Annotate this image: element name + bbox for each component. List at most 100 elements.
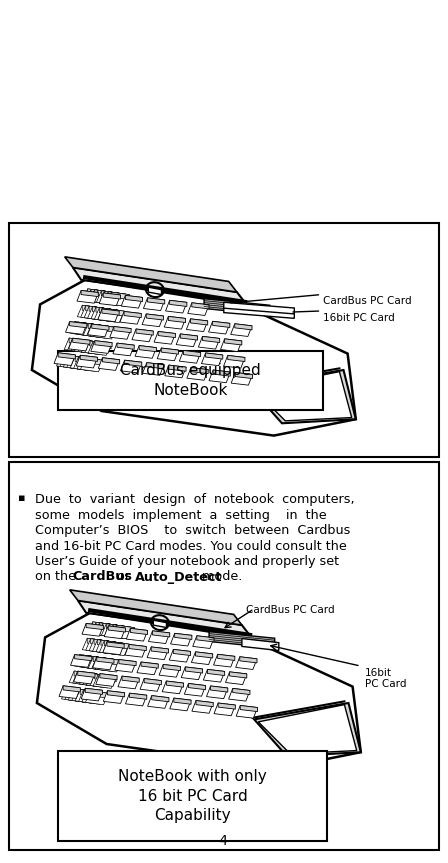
- Polygon shape: [103, 642, 124, 655]
- Polygon shape: [168, 317, 185, 323]
- Polygon shape: [89, 639, 112, 653]
- Polygon shape: [82, 357, 100, 365]
- Polygon shape: [108, 690, 125, 696]
- Polygon shape: [91, 341, 112, 353]
- Polygon shape: [72, 689, 95, 702]
- Polygon shape: [78, 671, 95, 679]
- Polygon shape: [81, 688, 103, 701]
- Polygon shape: [192, 701, 213, 713]
- Polygon shape: [103, 658, 121, 665]
- Text: CardBus equipped
NoteBook: CardBus equipped NoteBook: [120, 363, 261, 398]
- Polygon shape: [242, 639, 279, 651]
- Polygon shape: [86, 639, 109, 652]
- Polygon shape: [83, 673, 106, 687]
- Polygon shape: [93, 342, 111, 349]
- Polygon shape: [143, 298, 165, 311]
- Polygon shape: [95, 341, 112, 347]
- Polygon shape: [231, 373, 253, 385]
- Polygon shape: [81, 306, 103, 319]
- Polygon shape: [104, 640, 122, 648]
- Polygon shape: [158, 331, 176, 337]
- Polygon shape: [78, 671, 95, 677]
- Polygon shape: [69, 338, 90, 351]
- Polygon shape: [235, 324, 252, 330]
- Polygon shape: [171, 633, 192, 646]
- Polygon shape: [72, 356, 90, 363]
- Polygon shape: [73, 338, 90, 344]
- Polygon shape: [129, 645, 146, 651]
- Polygon shape: [96, 307, 114, 314]
- Polygon shape: [61, 355, 79, 362]
- Polygon shape: [249, 370, 356, 423]
- Polygon shape: [122, 676, 139, 683]
- Polygon shape: [113, 625, 131, 632]
- Polygon shape: [213, 370, 230, 376]
- Polygon shape: [130, 628, 147, 634]
- Polygon shape: [228, 356, 245, 362]
- Polygon shape: [97, 657, 114, 664]
- Polygon shape: [209, 370, 230, 382]
- Polygon shape: [97, 657, 115, 665]
- Text: Computer’s  BIOS    to  switch  between  Cardbus: Computer’s BIOS to switch between Cardbu…: [35, 524, 350, 537]
- Polygon shape: [224, 302, 294, 314]
- Polygon shape: [254, 703, 361, 756]
- Polygon shape: [64, 338, 87, 352]
- Polygon shape: [93, 290, 116, 305]
- Polygon shape: [82, 690, 105, 704]
- Polygon shape: [99, 623, 117, 630]
- Polygon shape: [103, 641, 126, 655]
- Polygon shape: [125, 693, 147, 706]
- Polygon shape: [148, 287, 161, 294]
- Polygon shape: [191, 368, 208, 374]
- Polygon shape: [56, 355, 79, 369]
- Polygon shape: [101, 291, 120, 298]
- Polygon shape: [77, 323, 99, 337]
- Polygon shape: [103, 623, 121, 631]
- Polygon shape: [68, 356, 86, 362]
- Polygon shape: [184, 683, 206, 696]
- Polygon shape: [61, 688, 85, 702]
- Polygon shape: [95, 290, 112, 297]
- Polygon shape: [93, 657, 111, 664]
- Polygon shape: [98, 639, 116, 647]
- Polygon shape: [84, 672, 103, 680]
- Text: NoteBook with only
16 bit PC Card
Capability: NoteBook with only 16 bit PC Card Capabi…: [118, 769, 267, 823]
- Polygon shape: [240, 705, 258, 712]
- Text: some  models  implement  a  setting    in  the: some models implement a setting in the: [35, 508, 327, 521]
- Polygon shape: [82, 639, 105, 652]
- Polygon shape: [111, 642, 129, 649]
- Polygon shape: [197, 636, 214, 642]
- Polygon shape: [70, 589, 242, 625]
- Polygon shape: [59, 686, 80, 698]
- Polygon shape: [186, 318, 208, 331]
- Polygon shape: [93, 639, 116, 653]
- Polygon shape: [86, 358, 103, 365]
- Polygon shape: [54, 353, 75, 366]
- Polygon shape: [110, 624, 128, 632]
- Polygon shape: [136, 329, 153, 335]
- Polygon shape: [206, 353, 223, 359]
- Polygon shape: [73, 357, 97, 371]
- Polygon shape: [157, 348, 178, 361]
- Polygon shape: [231, 324, 252, 337]
- Polygon shape: [77, 357, 100, 371]
- Polygon shape: [166, 300, 187, 313]
- Polygon shape: [75, 690, 98, 703]
- Polygon shape: [189, 683, 206, 690]
- Polygon shape: [100, 658, 118, 665]
- Polygon shape: [98, 308, 121, 322]
- Polygon shape: [170, 300, 187, 306]
- Polygon shape: [82, 656, 104, 670]
- Polygon shape: [78, 357, 97, 364]
- Polygon shape: [66, 688, 85, 695]
- Polygon shape: [120, 312, 141, 324]
- Polygon shape: [81, 291, 98, 297]
- Polygon shape: [198, 337, 220, 350]
- Polygon shape: [132, 329, 153, 342]
- Polygon shape: [140, 678, 161, 691]
- Polygon shape: [83, 340, 101, 347]
- Polygon shape: [83, 324, 106, 337]
- Bar: [9, 462, 439, 850]
- Polygon shape: [90, 639, 109, 646]
- Polygon shape: [88, 324, 106, 331]
